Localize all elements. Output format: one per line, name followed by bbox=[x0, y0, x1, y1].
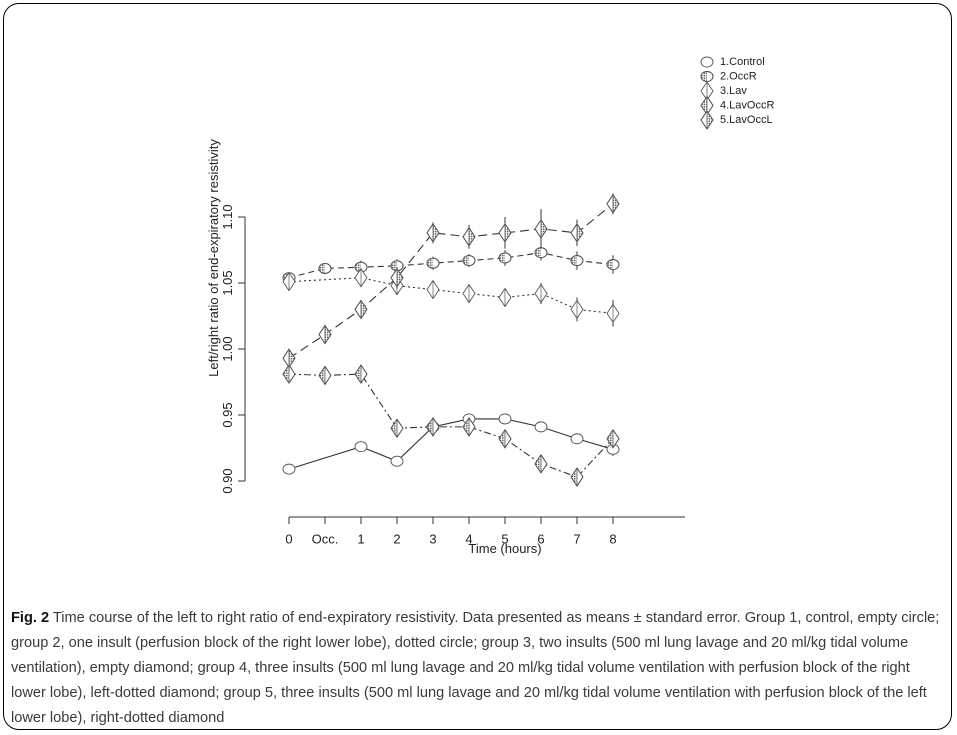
data-point bbox=[390, 267, 404, 288]
data-point bbox=[354, 364, 368, 384]
data-point bbox=[282, 364, 296, 384]
data-point bbox=[534, 454, 548, 474]
data-point bbox=[282, 463, 296, 475]
x-tick-label: 5 bbox=[501, 532, 508, 547]
data-point bbox=[354, 261, 368, 273]
data-point bbox=[534, 421, 548, 433]
data-point bbox=[318, 324, 332, 345]
x-tick-label: Occ. bbox=[312, 532, 339, 547]
data-point bbox=[426, 223, 440, 243]
axes: 0.90 0.95 1.00 1.05 1.10 0 Occ. 1 2 3 4 5 6 7 8 bbox=[220, 204, 685, 547]
data-point bbox=[498, 413, 512, 425]
x-tick-label: 2 bbox=[393, 532, 400, 547]
series-2-occr bbox=[282, 244, 620, 284]
data-point bbox=[534, 219, 548, 239]
data-point bbox=[498, 428, 512, 449]
data-point bbox=[462, 417, 476, 437]
data-point bbox=[318, 263, 332, 274]
data-point bbox=[534, 283, 548, 304]
legend-marker bbox=[700, 110, 714, 130]
data-point bbox=[390, 455, 404, 467]
data-point bbox=[498, 287, 512, 308]
data-point bbox=[282, 271, 296, 292]
legend-label: 1.Control bbox=[720, 56, 765, 68]
data-point bbox=[426, 417, 440, 437]
x-tick-label: 7 bbox=[573, 532, 580, 547]
y-tick-label: 1.05 bbox=[220, 270, 235, 295]
data-point bbox=[426, 257, 440, 269]
figure-frame bbox=[3, 3, 952, 730]
x-tick-label: 3 bbox=[429, 532, 436, 547]
data-point bbox=[570, 255, 584, 267]
chart: 0.90 0.95 1.00 1.05 1.10 0 Occ. 1 2 3 4 5 6 7 8 1.Cont… bbox=[206, 56, 774, 556]
data-point bbox=[570, 223, 584, 243]
legend-marker bbox=[700, 71, 714, 82]
data-point bbox=[606, 428, 620, 449]
data-point bbox=[282, 348, 296, 369]
data-point bbox=[606, 259, 620, 270]
x-tick-label: 0 bbox=[285, 532, 292, 547]
series-1-control bbox=[282, 413, 620, 475]
series-layer bbox=[282, 193, 620, 487]
series-line bbox=[288, 252, 614, 279]
legend-marker bbox=[700, 56, 714, 68]
data-point bbox=[462, 283, 476, 304]
caption-text: Time course of the left to right ratio o… bbox=[11, 610, 940, 726]
y-axis-label: Left/right ratio of end-expiratory resis… bbox=[206, 139, 221, 377]
y-tick-label: 0.90 bbox=[220, 468, 235, 493]
data-point bbox=[498, 223, 512, 243]
figure-caption: Fig. 2 Time course of the left to right … bbox=[11, 606, 941, 731]
series-3-lav bbox=[282, 267, 620, 327]
data-point bbox=[606, 193, 620, 214]
data-point bbox=[390, 260, 404, 272]
x-tick-label: 6 bbox=[537, 532, 544, 547]
series-5-lavoccl bbox=[282, 193, 620, 369]
x-tick-label: 1 bbox=[357, 532, 364, 547]
data-point bbox=[570, 299, 584, 320]
series-line bbox=[288, 277, 614, 314]
legend-label: 2.OccR bbox=[720, 70, 757, 82]
data-point bbox=[570, 433, 584, 445]
x-tick-label: 4 bbox=[465, 532, 472, 547]
legend: 1.Control 2.OccR 3.Lav 4.LavOccR 5.LavOccL bbox=[700, 56, 774, 130]
caption-label: Fig. 2 bbox=[11, 610, 50, 626]
data-point bbox=[570, 467, 584, 487]
legend-label: 5.LavOccL bbox=[720, 114, 773, 126]
legend-label: 4.LavOccR bbox=[720, 99, 774, 111]
data-point bbox=[498, 252, 512, 264]
data-point bbox=[354, 441, 368, 453]
data-point bbox=[426, 279, 440, 300]
data-point bbox=[354, 267, 368, 288]
series-line bbox=[288, 203, 614, 359]
y-tick-label: 1.10 bbox=[220, 204, 235, 229]
data-point bbox=[462, 226, 476, 247]
x-tick-label: 8 bbox=[609, 532, 616, 547]
data-point bbox=[462, 255, 476, 267]
y-tick-label: 1.00 bbox=[220, 336, 235, 361]
data-point bbox=[390, 418, 404, 439]
series-line bbox=[288, 373, 614, 478]
data-point bbox=[354, 299, 368, 320]
data-point bbox=[534, 247, 548, 259]
y-tick-label: 0.95 bbox=[220, 402, 235, 427]
legend-label: 3.Lav bbox=[720, 85, 747, 97]
legend-marker bbox=[700, 95, 714, 116]
data-point bbox=[606, 303, 620, 324]
data-point bbox=[318, 365, 332, 386]
x-axis-label: Time (hours) bbox=[468, 541, 541, 556]
series-4-lavoccr bbox=[282, 364, 620, 487]
